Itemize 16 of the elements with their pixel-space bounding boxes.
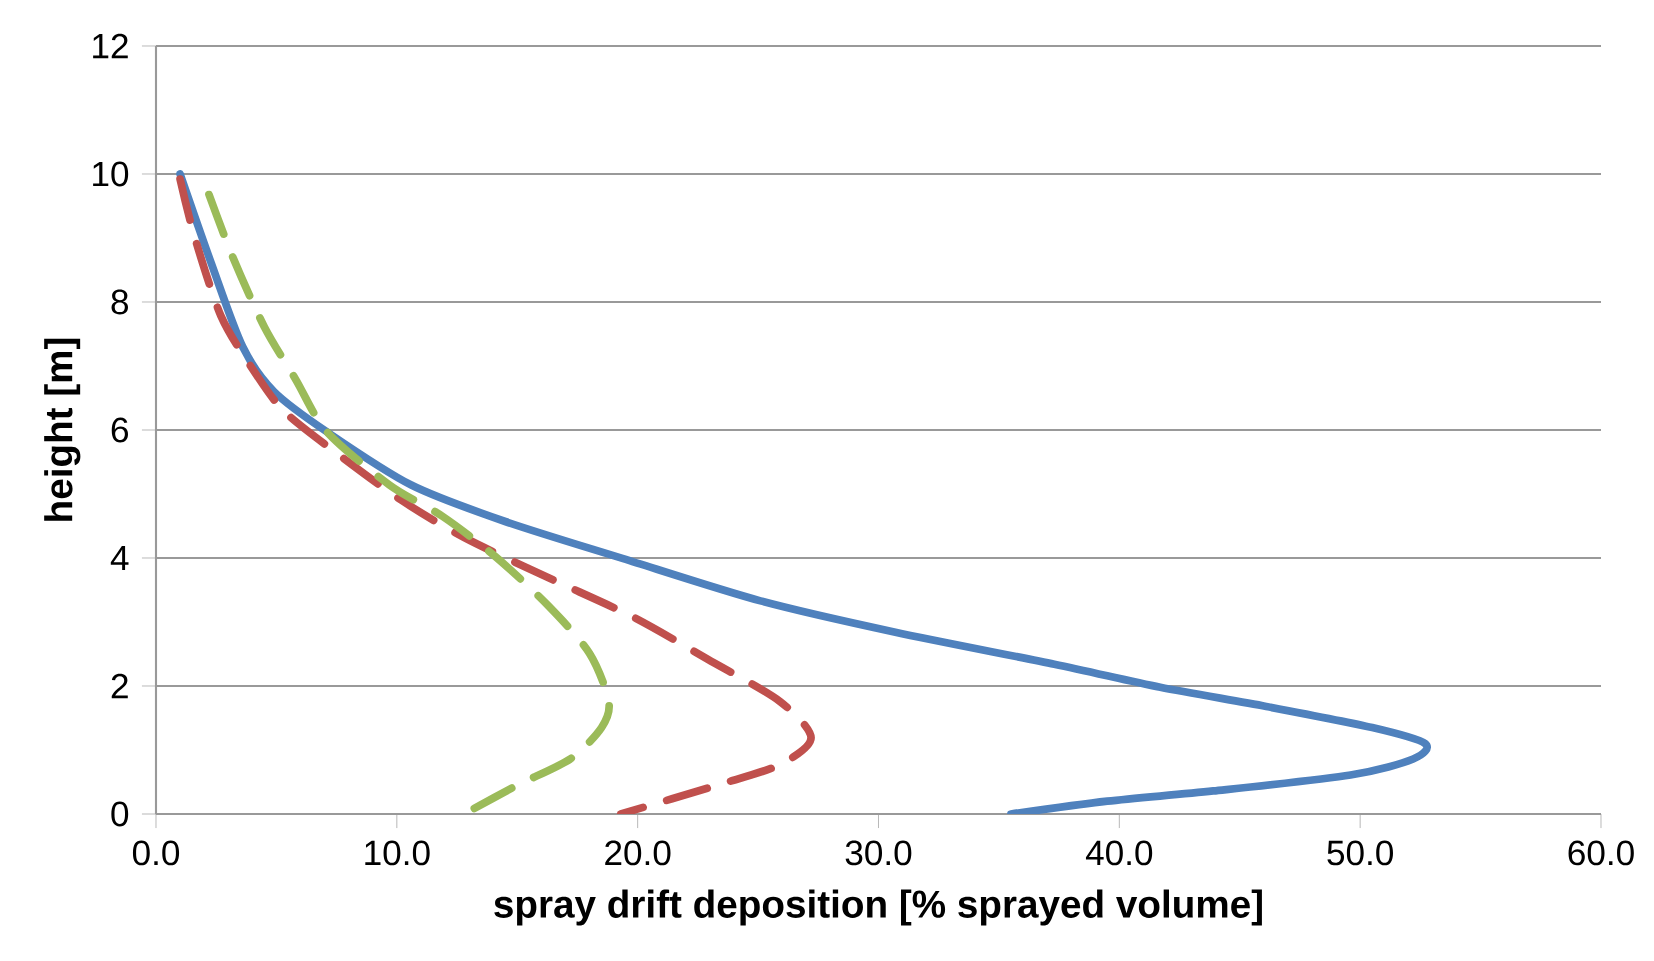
x-tick-label: 50.0 [1327,840,1393,866]
y-tick-label: 6 [111,417,128,443]
x-tick-label: 20.0 [605,840,671,866]
x-axis-title: spray drift deposition [% sprayed volume] [494,889,1262,926]
x-tick-label: 60.0 [1568,840,1634,866]
y-tick-label: 0 [111,801,129,827]
y-tick-label: 8 [111,289,128,315]
y-tick-label: 2 [111,673,128,699]
y-axis-title: height [m] [44,338,81,521]
x-tick-label: 0.0 [132,840,180,866]
x-tick-label: 40.0 [1085,840,1153,866]
y-tick-label: 12 [93,33,128,59]
y-tick-label: 4 [110,545,129,571]
y-tick-label: 10 [93,161,129,187]
x-tick-label: 10.0 [365,840,430,866]
x-tick-label: 30.0 [845,840,912,866]
